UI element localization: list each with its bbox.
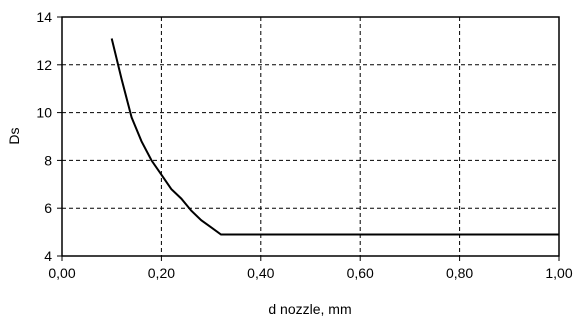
x-tick-label: 0,20 — [148, 265, 175, 281]
y-tick-label: 14 — [36, 9, 52, 25]
y-tick-label: 6 — [44, 200, 52, 216]
y-axis-title: Ds — [6, 127, 22, 144]
tick-layer — [57, 16, 560, 261]
x-tick-label: 0,40 — [247, 265, 274, 281]
series-layer — [110, 38, 559, 236]
x-tick-label: 1,00 — [545, 265, 572, 281]
grid-layer — [62, 17, 559, 256]
y-tick-label: 10 — [36, 105, 52, 121]
series-line-0 — [110, 38, 559, 236]
y-tick-label: 8 — [44, 152, 52, 168]
x-tick-label: 0,00 — [48, 265, 75, 281]
y-tick-label: 4 — [44, 248, 52, 264]
x-tick-label: 0,60 — [347, 265, 374, 281]
y-tick-label: 12 — [36, 57, 52, 73]
x-axis-title: d nozzle, mm — [268, 301, 351, 317]
plot-frame — [61, 16, 560, 257]
label-layer: 0,00 0,20 0,40 0,60 0,80 1,00 4 6 8 10 12 14 — [36, 9, 572, 281]
x-tick-label: 0,80 — [446, 265, 473, 281]
